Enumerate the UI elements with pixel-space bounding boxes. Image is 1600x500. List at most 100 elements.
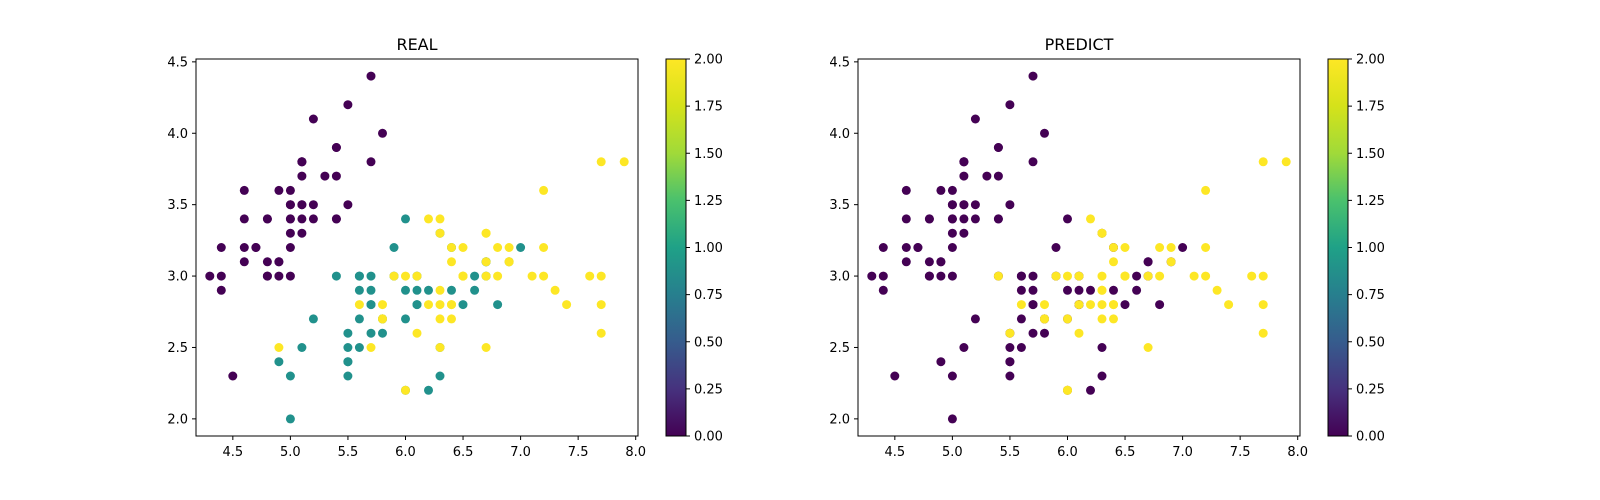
data-point — [947, 243, 957, 252]
data-point — [993, 143, 1003, 152]
data-point — [274, 357, 284, 367]
data-point — [1063, 314, 1072, 324]
data-point — [1016, 314, 1026, 324]
data-point — [890, 371, 900, 381]
data-point — [1258, 157, 1268, 167]
data-point — [354, 300, 364, 310]
y-tick-label: 2.0 — [829, 412, 850, 427]
data-point — [982, 171, 992, 181]
data-point — [901, 214, 911, 224]
data-point — [274, 343, 284, 352]
data-point — [959, 200, 969, 210]
colorbar-tick-label: 1.25 — [694, 194, 723, 209]
data-point — [366, 285, 376, 295]
data-point — [1051, 271, 1061, 281]
data-point — [959, 228, 969, 238]
data-point — [901, 243, 911, 252]
colorbar-tick-label: 1.25 — [1356, 194, 1385, 209]
data-point — [959, 171, 969, 181]
data-point — [470, 271, 480, 281]
data-point — [1109, 300, 1118, 310]
x-tick-label: 6.0 — [1057, 445, 1078, 460]
colorbar-tick-label: 0.50 — [694, 335, 723, 350]
data-point — [1074, 285, 1084, 295]
colorbar-tick-label: 0.00 — [1356, 430, 1385, 445]
data-point — [424, 285, 433, 295]
data-point — [378, 328, 387, 338]
colorbar-tick-label: 2.00 — [694, 53, 723, 68]
data-point — [1201, 185, 1211, 195]
data-point — [993, 271, 1003, 281]
data-point — [1051, 243, 1061, 252]
data-point — [308, 114, 318, 124]
data-point — [251, 243, 261, 252]
x-tick-label: 6.0 — [395, 445, 416, 460]
data-point — [1086, 385, 1095, 395]
data-point — [1016, 300, 1026, 310]
data-point — [239, 214, 249, 224]
data-point — [1166, 257, 1176, 267]
data-point — [401, 214, 410, 224]
axes-frame — [195, 58, 639, 437]
data-point — [481, 271, 491, 281]
colorbar-gradient — [665, 58, 687, 437]
data-point — [343, 357, 353, 367]
data-point — [435, 371, 445, 381]
x-tick-label: 4.5 — [884, 445, 905, 460]
data-point — [1040, 128, 1049, 138]
data-point — [1166, 243, 1176, 252]
points-group — [867, 71, 1291, 424]
x-tick-label: 5.5 — [338, 445, 359, 460]
data-point — [970, 200, 980, 210]
y-tick-label: 3.5 — [167, 198, 188, 213]
data-point — [947, 371, 957, 381]
data-point — [389, 271, 399, 281]
data-point — [1143, 271, 1153, 281]
data-point — [1109, 314, 1118, 324]
colorbar-tick-label: 0.50 — [1356, 335, 1385, 350]
data-point — [285, 214, 295, 224]
data-point — [1224, 300, 1234, 310]
data-point — [274, 271, 284, 281]
data-point — [447, 285, 456, 295]
data-point — [1189, 271, 1199, 281]
data-point — [947, 414, 957, 424]
data-point — [901, 185, 911, 195]
data-point — [1040, 300, 1049, 310]
y-tick-label: 4.5 — [167, 55, 188, 70]
data-point — [285, 185, 295, 195]
data-point — [1016, 271, 1026, 281]
data-point — [1097, 228, 1107, 238]
data-point — [435, 214, 445, 224]
data-point — [262, 271, 272, 281]
data-point — [435, 343, 445, 352]
data-point — [1028, 328, 1038, 338]
data-point — [1005, 371, 1015, 381]
data-point — [959, 157, 969, 167]
data-point — [878, 285, 888, 295]
data-point — [424, 385, 433, 395]
data-point — [1016, 285, 1026, 295]
data-point — [458, 271, 468, 281]
data-point — [389, 243, 399, 252]
data-point — [493, 271, 503, 281]
data-point — [447, 300, 456, 310]
data-point — [1247, 271, 1257, 281]
data-point — [366, 343, 376, 352]
data-point — [619, 157, 629, 167]
colorbar-tick-label: 0.75 — [1356, 288, 1385, 303]
colorbar-tick-label: 0.25 — [694, 382, 723, 397]
data-point — [378, 300, 387, 310]
data-point — [1028, 285, 1038, 295]
predict-chart-panel: PREDICT 4.5 5.0 5.5 6.0 6.5 7.0 7.5 8.0 2.0 2.5 3.0… — [829, 35, 1385, 460]
data-point — [366, 328, 376, 338]
data-point — [343, 328, 353, 338]
colorbar: 0.00 0.25 0.50 0.75 1.00 1.25 1.50 1.75 2.00 — [1327, 53, 1385, 445]
data-point — [1155, 300, 1165, 310]
data-point — [947, 185, 957, 195]
data-point — [470, 285, 480, 295]
colorbar: 0.00 0.25 0.50 0.75 1.00 1.25 1.50 1.75 2.00 — [665, 53, 723, 445]
data-point — [878, 271, 888, 281]
data-point — [354, 343, 364, 352]
data-point — [378, 314, 387, 324]
